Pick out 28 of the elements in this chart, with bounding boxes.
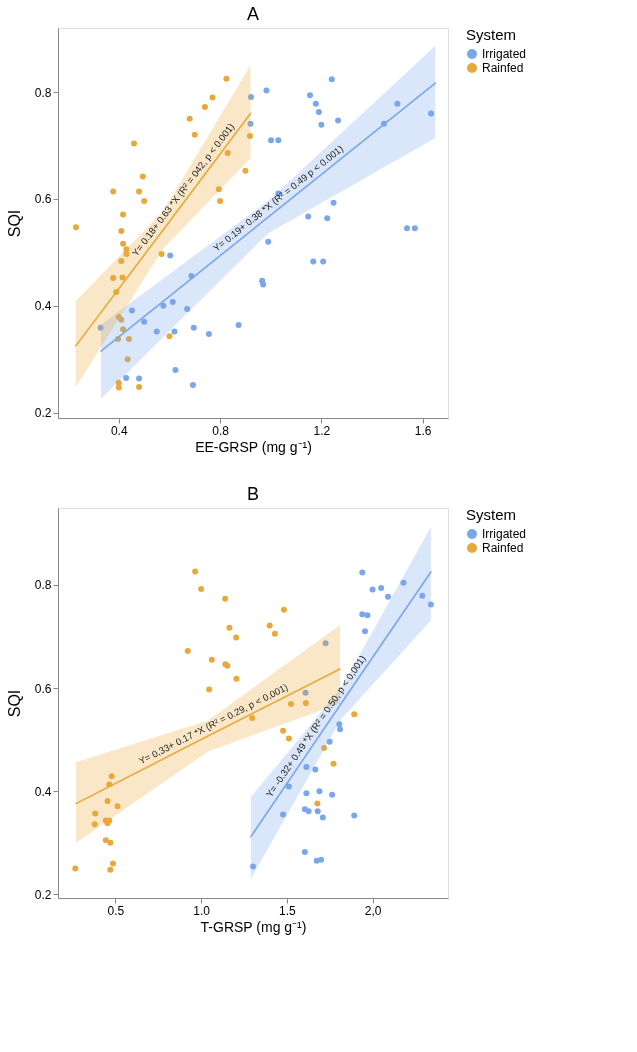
x-tick-label: 1.6 bbox=[414, 423, 432, 438]
y-tick-label: 0.2 bbox=[34, 406, 52, 421]
y-tick-label: 0.6 bbox=[34, 681, 52, 696]
chart-title: A bbox=[246, 4, 260, 24]
x-tick-label: 0.4 bbox=[110, 423, 128, 438]
x-tick-label: 2,0 bbox=[364, 903, 382, 918]
x-tick-label: 1.0 bbox=[193, 903, 211, 918]
y-tick-label: 0.2 bbox=[34, 887, 52, 902]
legend-title: System bbox=[466, 506, 517, 523]
legend-label: Irrigated bbox=[482, 47, 527, 61]
x-axis-title: T-GRSP (mg g⁻¹) bbox=[200, 918, 307, 935]
x-tick-label: 1.2 bbox=[313, 423, 331, 438]
y-tick-label: 0.8 bbox=[34, 85, 52, 100]
legend-label: Rainfed bbox=[482, 541, 524, 555]
x-axis-title: EE-GRSP (mg g⁻¹) bbox=[195, 438, 312, 455]
y-axis-title: SQI bbox=[5, 209, 23, 238]
chart-title: B bbox=[246, 484, 260, 504]
y-tick-label: 0.4 bbox=[34, 784, 52, 799]
legend-label: Irrigated bbox=[482, 527, 527, 541]
legend-label: Rainfed bbox=[482, 61, 524, 75]
x-tick-label: 0.5 bbox=[107, 903, 125, 918]
y-tick-label: 0.6 bbox=[34, 192, 52, 207]
legend-title: System bbox=[466, 26, 517, 43]
y-axis-title: SQI bbox=[5, 689, 23, 718]
x-tick-label: 1.5 bbox=[279, 903, 297, 918]
x-tick-label: 0.8 bbox=[212, 423, 230, 438]
y-tick-label: 0.8 bbox=[34, 578, 52, 593]
y-tick-label: 0.4 bbox=[34, 299, 52, 314]
